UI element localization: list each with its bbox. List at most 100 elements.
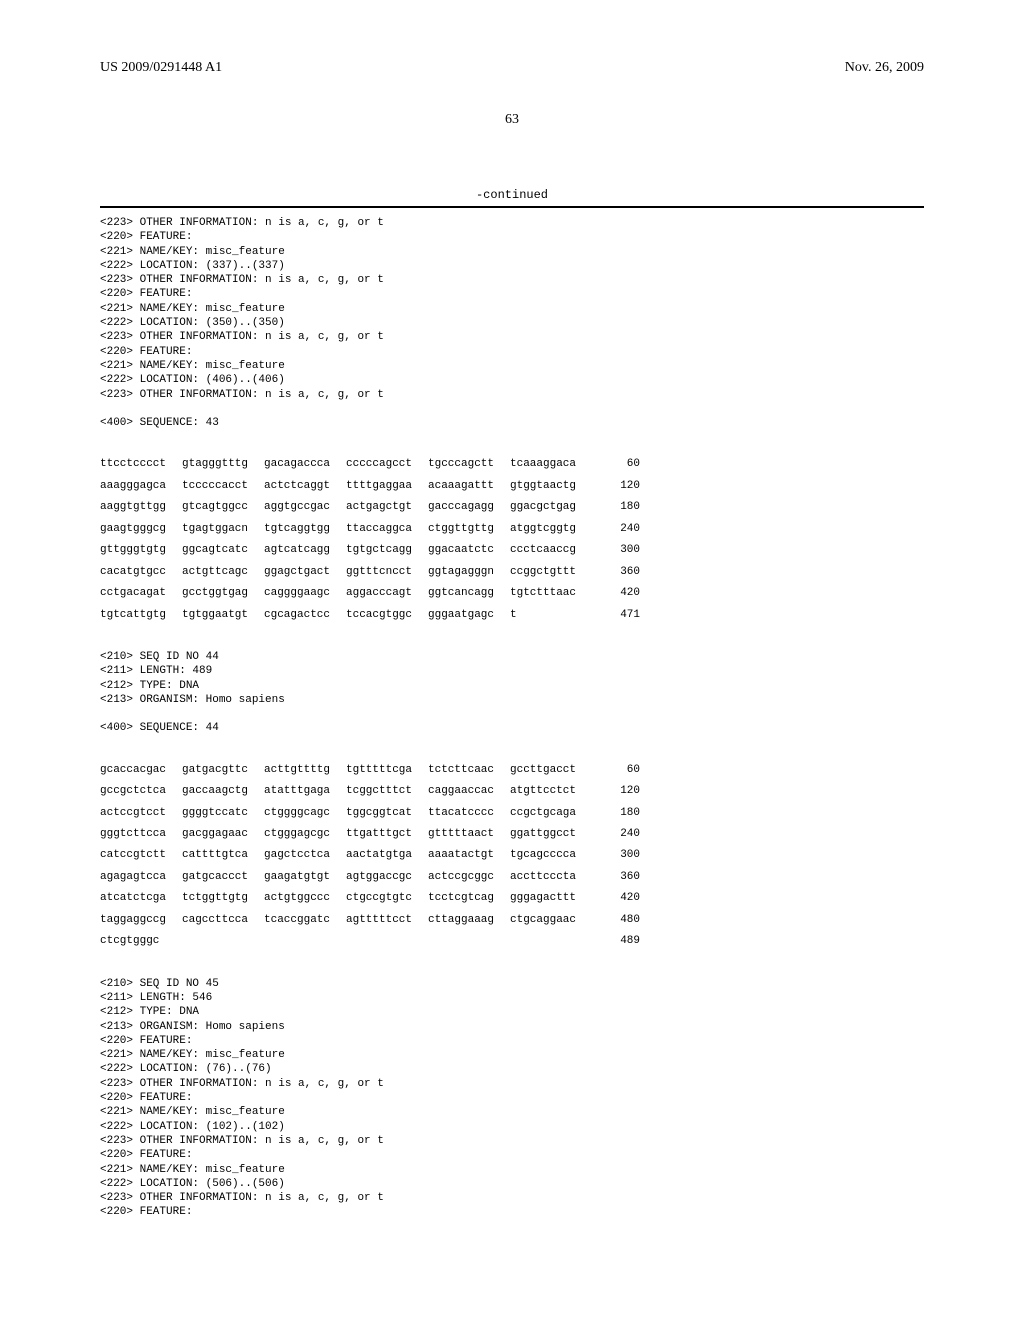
sequence-row: ttcctcccctgtagggtttggacagacccacccccagcct…	[100, 454, 924, 475]
sequence-cell: ttcctcccct	[100, 454, 182, 475]
sequence-cell: gaagtgggcg	[100, 519, 182, 540]
sequence-position: 300	[592, 845, 640, 866]
sequence-cell: tcaccggatc	[264, 910, 346, 931]
sequence-cell: atggtcggtg	[510, 519, 592, 540]
sequence-position: 120	[592, 781, 640, 802]
sequence-cell: tgtctttaac	[510, 583, 592, 604]
sequence-row: cacatgtgccactgttcagcggagctgactggtttcncct…	[100, 562, 924, 583]
sequence-position: 180	[592, 803, 640, 824]
sequence-row: gccgctctcagaccaagctgatatttgagatcggctttct…	[100, 781, 924, 802]
sequence-cell: ccggctgttt	[510, 562, 592, 583]
sequence-cell: ggagctgact	[264, 562, 346, 583]
sequence-cell: tccacgtggc	[346, 605, 428, 626]
sequence-position: 420	[592, 888, 640, 909]
sequence-row: aaggtgttgggtcagtggccaggtgccgacactgagctgt…	[100, 497, 924, 518]
sequence-cell: tcccccacct	[182, 476, 264, 497]
sequence-row: taggaggccgcagccttccatcaccggatcagtttttcct…	[100, 910, 924, 931]
feature-block-3: <210> SEQ ID NO 45 <211> LENGTH: 546 <21…	[100, 977, 924, 1220]
sequence-cell: tgtggaatgt	[182, 605, 264, 626]
sequence-cell: ggacaatctc	[428, 540, 510, 561]
sequence-row: actccgtcctggggtccatcctggggcagctggcggtcat…	[100, 803, 924, 824]
sequence-cell	[346, 931, 428, 952]
sequence-cell: ctggggcagc	[264, 803, 346, 824]
sequence-cell: ggcagtcatc	[182, 540, 264, 561]
sequence-position: 240	[592, 519, 640, 540]
sequence-position: 180	[592, 497, 640, 518]
sequence-cell: gacccagagg	[428, 497, 510, 518]
page-header: US 2009/0291448 A1 Nov. 26, 2009	[100, 60, 924, 76]
sequence-cell: tcaaaggaca	[510, 454, 592, 475]
sequence-cell: cctgacagat	[100, 583, 182, 604]
sequence-cell	[428, 931, 510, 952]
sequence-cell: tgtttttcga	[346, 760, 428, 781]
sequence-cell: gggtcttcca	[100, 824, 182, 845]
sequence-cell: agtcatcagg	[264, 540, 346, 561]
sequence-cell: gggagacttt	[510, 888, 592, 909]
sequence-cell: gccttgacct	[510, 760, 592, 781]
sequence-cell: catccgtctt	[100, 845, 182, 866]
sequence-cell: aaagggagca	[100, 476, 182, 497]
sequence-cell: gtcagtggcc	[182, 497, 264, 518]
feature-block-2: <210> SEQ ID NO 44 <211> LENGTH: 489 <21…	[100, 650, 924, 736]
sequence-cell: tcggctttct	[346, 781, 428, 802]
sequence-cell: ttttgaggaa	[346, 476, 428, 497]
sequence-cell	[182, 931, 264, 952]
sequence-position: 240	[592, 824, 640, 845]
sequence-cell: ccctcaaccg	[510, 540, 592, 561]
sequence-cell: aaaatactgt	[428, 845, 510, 866]
sequence-position: 420	[592, 583, 640, 604]
sequence-cell: gatgcaccct	[182, 867, 264, 888]
sequence-position: 60	[592, 760, 640, 781]
sequence-cell: tgtcaggtgg	[264, 519, 346, 540]
sequence-cell: gatgacgttc	[182, 760, 264, 781]
sequence-row: agagagtccagatgcaccctgaagatgtgtagtggaccgc…	[100, 867, 924, 888]
sequence-cell: ctgcaggaac	[510, 910, 592, 931]
sequence-row: gcaccacgacgatgacgttcacttgttttgtgtttttcga…	[100, 760, 924, 781]
page-number: 63	[100, 112, 924, 128]
sequence-cell: ttaccaggca	[346, 519, 428, 540]
sequence-position: 360	[592, 562, 640, 583]
sequence-cell: gagctcctca	[264, 845, 346, 866]
sequence-cell: ggattggcct	[510, 824, 592, 845]
sequence-43-table: ttcctcccctgtagggtttggacagacccacccccagcct…	[100, 454, 924, 626]
sequence-cell: cgcagactcc	[264, 605, 346, 626]
sequence-cell: tcctcgtcag	[428, 888, 510, 909]
sequence-position: 480	[592, 910, 640, 931]
sequence-cell: gacggagaac	[182, 824, 264, 845]
page-container: US 2009/0291448 A1 Nov. 26, 2009 63 -con…	[0, 0, 1024, 1284]
sequence-cell: gtggtaactg	[510, 476, 592, 497]
sequence-cell: tgtcattgtg	[100, 605, 182, 626]
sequence-cell: tgcagcccca	[510, 845, 592, 866]
publication-number: US 2009/0291448 A1	[100, 60, 222, 76]
sequence-cell: gccgctctca	[100, 781, 182, 802]
sequence-cell: acaaagattt	[428, 476, 510, 497]
sequence-cell: ggtagagggn	[428, 562, 510, 583]
sequence-row: catccgtcttcattttgtcagagctcctcaaactatgtga…	[100, 845, 924, 866]
sequence-row: gggtcttccagacggagaacctgggagcgcttgatttgct…	[100, 824, 924, 845]
sequence-cell	[510, 931, 592, 952]
sequence-cell: atcatctcga	[100, 888, 182, 909]
sequence-cell: atatttgaga	[264, 781, 346, 802]
sequence-cell: t	[510, 605, 592, 626]
sequence-cell: aggtgccgac	[264, 497, 346, 518]
sequence-cell: actgttcagc	[182, 562, 264, 583]
sequence-cell: aaggtgttgg	[100, 497, 182, 518]
sequence-position: 60	[592, 454, 640, 475]
sequence-cell: tgtgctcagg	[346, 540, 428, 561]
sequence-cell: gttgggtgtg	[100, 540, 182, 561]
sequence-cell: tgcccagctt	[428, 454, 510, 475]
sequence-cell: gcaccacgac	[100, 760, 182, 781]
sequence-cell: acttgttttg	[264, 760, 346, 781]
sequence-cell: ttgatttgct	[346, 824, 428, 845]
sequence-cell: tgagtggacn	[182, 519, 264, 540]
sequence-cell: cattttgtca	[182, 845, 264, 866]
continued-label: -continued	[100, 188, 924, 202]
sequence-row: atcatctcgatctggttgtgactgtggcccctgccgtgtc…	[100, 888, 924, 909]
sequence-cell: ctgccgtgtc	[346, 888, 428, 909]
sequence-cell: gacagaccca	[264, 454, 346, 475]
sequence-cell: taggaggccg	[100, 910, 182, 931]
sequence-cell: gtagggtttg	[182, 454, 264, 475]
sequence-row: gttgggtgtgggcagtcatcagtcatcaggtgtgctcagg…	[100, 540, 924, 561]
sequence-row: aaagggagcatcccccacctactctcaggtttttgaggaa…	[100, 476, 924, 497]
sequence-cell: ggtttcncct	[346, 562, 428, 583]
